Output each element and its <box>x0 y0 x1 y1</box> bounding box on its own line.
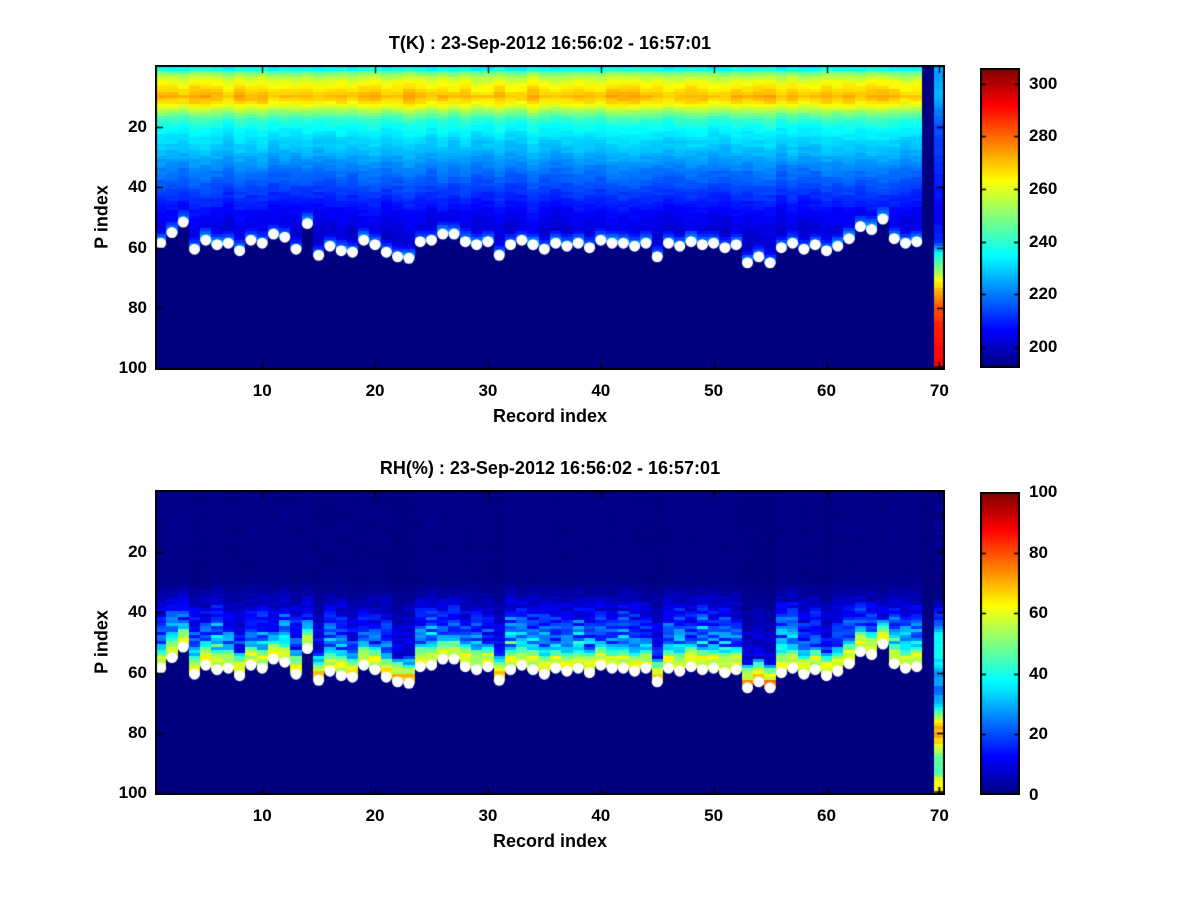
humidity-heatmap <box>155 490 945 795</box>
plot-title-humidity: RH(%) : 23-Sep-2012 16:56:02 - 16:57:01 <box>379 458 721 478</box>
colorbar-tick-label: 240 <box>1029 231 1058 251</box>
colorbar-tick-label: 0 <box>1029 785 1039 804</box>
y-tick-label: 80 <box>128 723 147 743</box>
colorbar-tick-label: 20 <box>1029 724 1048 744</box>
colorbar-tick-label: 100 <box>1029 482 1058 501</box>
y-tick-label: 20 <box>128 541 147 561</box>
y-tick-label: 80 <box>128 298 147 318</box>
x-axis-label-bottom: Record index <box>492 831 608 851</box>
colorbar-tick-label: 80 <box>1029 542 1048 562</box>
y-tick-label: 60 <box>128 237 147 257</box>
x-axis-label-top: Record index <box>492 406 608 426</box>
plot-title-temperature: T(K) : 23-Sep-2012 16:56:02 - 16:57:01 <box>388 33 712 53</box>
y-tick-label: 60 <box>128 662 147 682</box>
colorbar-tick-label: 260 <box>1029 179 1058 199</box>
x-tick-label: 70 <box>929 381 949 400</box>
temperature-heatmap <box>155 65 945 370</box>
humidity-colorbar <box>980 492 1020 795</box>
y-tick-label: 20 <box>128 116 147 136</box>
y-tick-label: 40 <box>128 177 147 197</box>
y-tick-label: 100 <box>118 783 147 803</box>
x-tick-label: 10 <box>252 381 272 400</box>
x-tick-label: 50 <box>704 806 724 825</box>
colorbar-tick-label: 200 <box>1029 336 1058 356</box>
colorbar-tick-label: 300 <box>1029 73 1058 93</box>
x-tick-label: 60 <box>817 381 836 400</box>
x-tick-label: 10 <box>252 806 272 825</box>
x-tick-label: 40 <box>591 806 611 825</box>
x-tick-label: 70 <box>929 806 949 825</box>
colorbar-tick-label: 220 <box>1029 284 1058 304</box>
colorbar-tick-label: 40 <box>1029 663 1048 683</box>
y-tick-label: 40 <box>128 602 147 622</box>
x-tick-label: 60 <box>817 806 836 825</box>
x-tick-label: 30 <box>478 806 498 825</box>
x-tick-label: 20 <box>365 381 385 400</box>
x-tick-label: 20 <box>365 806 385 825</box>
y-tick-label: 100 <box>118 358 147 378</box>
colorbar-tick-label: 60 <box>1029 603 1048 623</box>
x-tick-label: 50 <box>704 381 724 400</box>
temperature-colorbar <box>980 68 1020 368</box>
colorbar-tick-label: 280 <box>1029 126 1058 146</box>
x-tick-label: 40 <box>591 381 611 400</box>
x-tick-label: 30 <box>478 381 498 400</box>
